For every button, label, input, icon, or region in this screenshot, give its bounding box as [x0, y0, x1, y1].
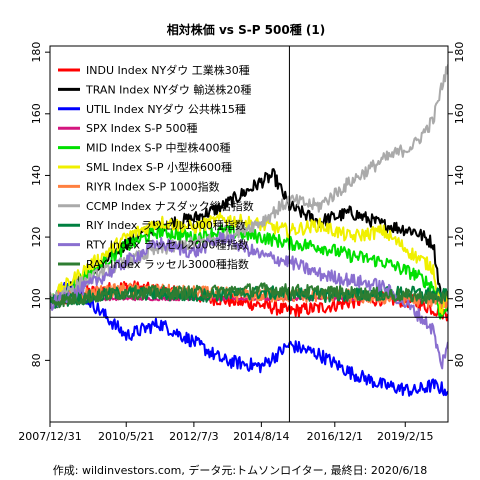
series-line-4	[50, 224, 448, 320]
legend-label-2: UTIL Index NYダウ 公共株15種	[86, 102, 246, 116]
series-line-9	[50, 231, 448, 370]
y-tick-label-right-1: 100	[453, 288, 466, 309]
y-tick-label-left-2: 120	[30, 227, 43, 248]
legend-label-3: SPX Index S-P 500種	[86, 121, 198, 135]
legend-label-7: CCMP Index ナスダック総合指数	[86, 199, 254, 213]
legend-label-6: RIYR Index S-P 1000指数	[86, 179, 220, 193]
legend-label-8: RIY Index ラッセル1000種指数	[86, 218, 246, 232]
y-tick-label-right-4: 160	[453, 103, 466, 124]
legend-label-9: RTY Index ラッセル2000種指数	[86, 238, 249, 252]
legend-label-4: MID Index S-P 中型株400種	[86, 141, 231, 155]
x-tick-label-5: 2019/2/15	[377, 430, 433, 443]
legend-label-10: RAY Index ラッセル3000種指数	[86, 257, 249, 271]
y-tick-label-left-0: 80	[30, 353, 43, 367]
series-line-10	[50, 282, 448, 309]
y-tick-label-left-4: 160	[30, 103, 43, 124]
legend-label-1: TRAN Index NYダウ 輸送株20種	[85, 82, 251, 96]
y-tick-label-left-3: 140	[30, 165, 43, 186]
y-tick-label-right-5: 180	[453, 42, 466, 63]
legend-label-0: INDU Index NYダウ 工業株30種	[86, 63, 250, 77]
plot-frame	[49, 45, 449, 423]
series-line-5	[50, 211, 448, 315]
x-tick-label-3: 2014/8/14	[233, 430, 289, 443]
chart-title: 相対株価 vs S-P 500種 (1)	[167, 22, 325, 37]
y-tick-label-right-3: 140	[453, 165, 466, 186]
y-tick-label-right-2: 120	[453, 227, 466, 248]
y-tick-label-right-0: 80	[453, 353, 466, 367]
chart-caption: 作成: wildinvestors.com, データ元:トムソンロイター, 最終…	[53, 463, 427, 477]
y-tick-label-left-1: 100	[30, 288, 43, 309]
x-tick-label-4: 2016/12/1	[307, 430, 363, 443]
plot-area	[50, 46, 448, 422]
x-tick-label-2: 2012/7/3	[169, 430, 218, 443]
series-line-8	[50, 285, 448, 309]
legend-label-5: SML Index S-P 小型株600種	[86, 160, 232, 174]
y-tick-label-left-5: 180	[30, 42, 43, 63]
legend: INDU Index NYダウ 工業株30種 TRAN Index NYダウ 輸送…	[58, 63, 254, 271]
x-tick-label-0: 2007/12/31	[18, 430, 81, 443]
axes: 80 80 100 100 120 120 140 140 160 160 180 180 2007/1…	[18, 42, 466, 443]
series-line-2	[50, 281, 448, 397]
x-tick-label-1: 2010/5/21	[98, 430, 154, 443]
